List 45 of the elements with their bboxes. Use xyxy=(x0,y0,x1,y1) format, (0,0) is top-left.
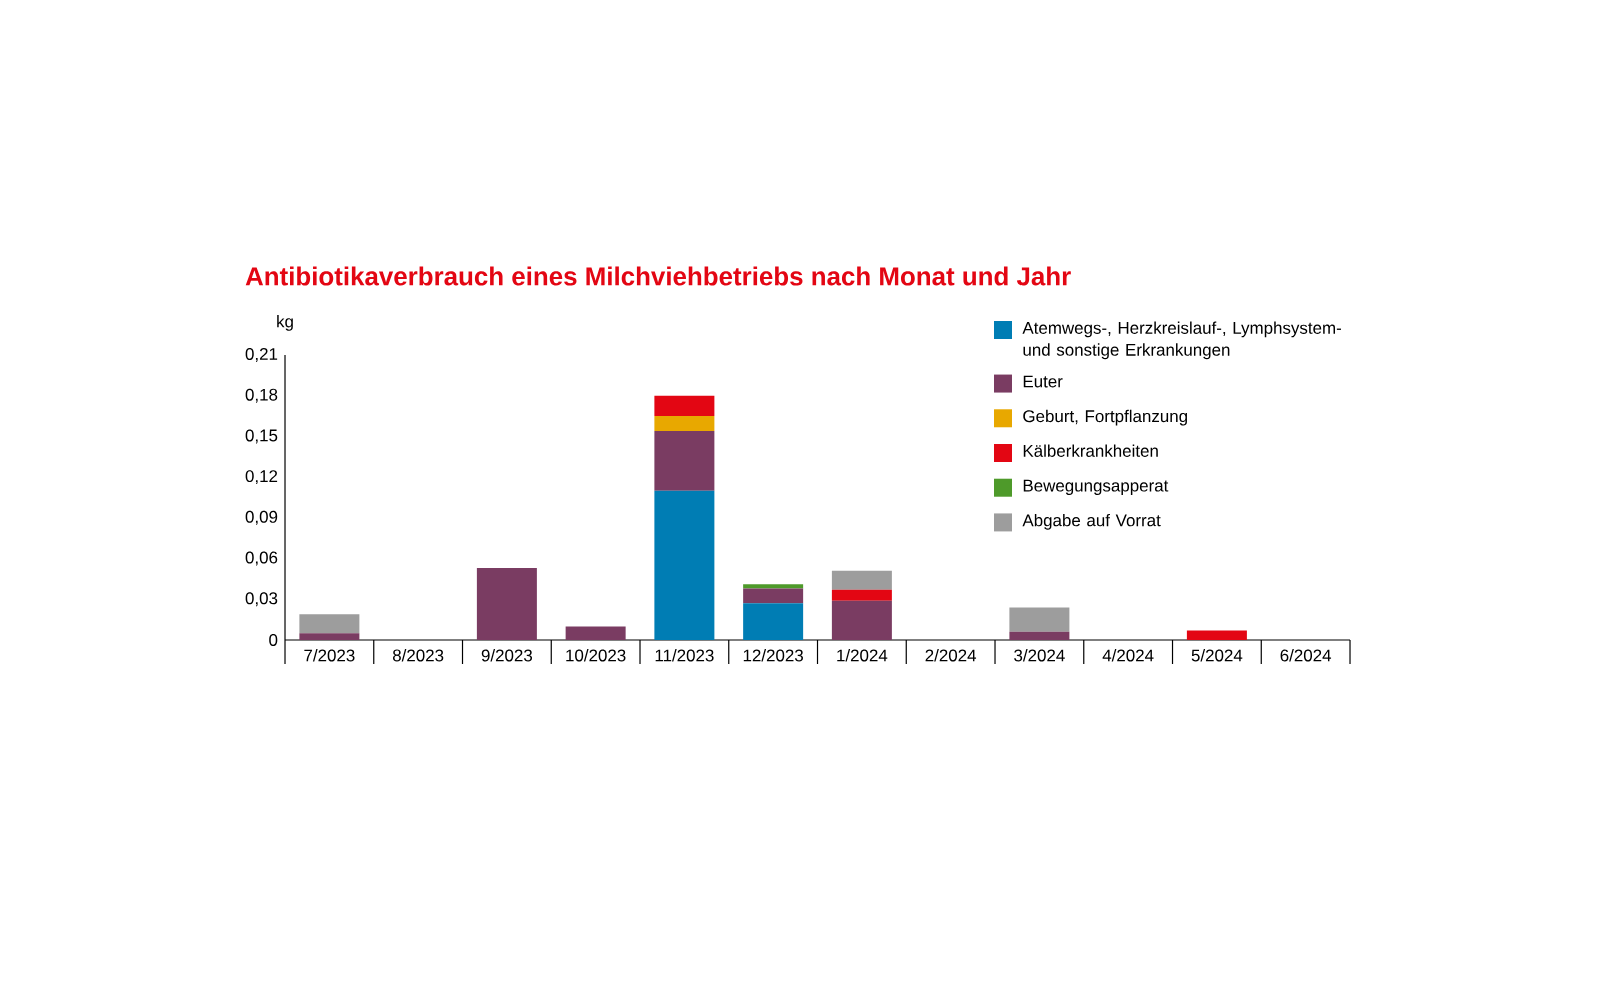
legend-label: Kälberkrankheiten xyxy=(1023,444,1158,457)
x-tick-label: 8/2023 xyxy=(392,649,444,662)
bar xyxy=(299,614,360,634)
y-axis-title: kg xyxy=(277,315,293,331)
y-tick-label: 0 xyxy=(269,634,278,646)
bar xyxy=(831,600,892,640)
x-tick-label: 7/2023 xyxy=(304,649,355,662)
x-tick-label: 10/2023 xyxy=(566,649,626,662)
bar xyxy=(1009,631,1070,640)
x-tick-label: 1/2024 xyxy=(837,649,888,662)
legend-label: Euter xyxy=(1023,375,1063,388)
bar xyxy=(476,568,537,640)
x-tick-label: 3/2024 xyxy=(1014,649,1065,662)
legend-label: Abgabe auf Vorrat xyxy=(1022,513,1161,530)
y-tick-label: 0,09 xyxy=(245,510,278,525)
y-tick-label: 0,12 xyxy=(245,470,278,485)
bar xyxy=(1186,630,1247,640)
y-tick-label: 0,03 xyxy=(245,592,278,607)
x-tick-label: 5/2024 xyxy=(1191,649,1243,662)
bar xyxy=(743,584,804,589)
x-tick-label: 4/2024 xyxy=(1102,649,1154,662)
x-tick-label: 6/2024 xyxy=(1280,649,1332,662)
bar xyxy=(299,633,360,640)
bar xyxy=(743,603,804,640)
bar xyxy=(831,570,892,590)
chart-title: Antibiotikaverbrauch eines Milchviehbetriebs nach Monat und Jahr xyxy=(245,266,1071,286)
bar xyxy=(654,416,715,431)
x-tick-label: 12/2023 xyxy=(743,649,803,662)
bar xyxy=(743,588,804,604)
legend-label: Bewegungsapperat xyxy=(1023,479,1169,495)
y-tick-label: 0,06 xyxy=(245,551,278,566)
x-tick-label: 2/2024 xyxy=(925,649,977,662)
bar xyxy=(654,490,715,640)
legend-label: Atemwegs-, Herzkreislauf-, Lymphsystem- und sonstige Erkrankungen xyxy=(1022,321,1341,360)
y-tick-label: 0,18 xyxy=(245,388,278,403)
bar xyxy=(831,589,892,601)
legend-label: Geburt, Fortpflanzung xyxy=(1023,409,1188,426)
bar xyxy=(565,626,626,640)
x-tick-label: 9/2023 xyxy=(481,649,533,662)
bar xyxy=(1009,607,1070,632)
y-tick-label: 0,15 xyxy=(245,429,278,444)
y-tick-label: 0,21 xyxy=(245,348,278,362)
x-tick-label: 11/2023 xyxy=(655,649,714,662)
bar xyxy=(654,395,715,417)
bar xyxy=(654,431,715,491)
